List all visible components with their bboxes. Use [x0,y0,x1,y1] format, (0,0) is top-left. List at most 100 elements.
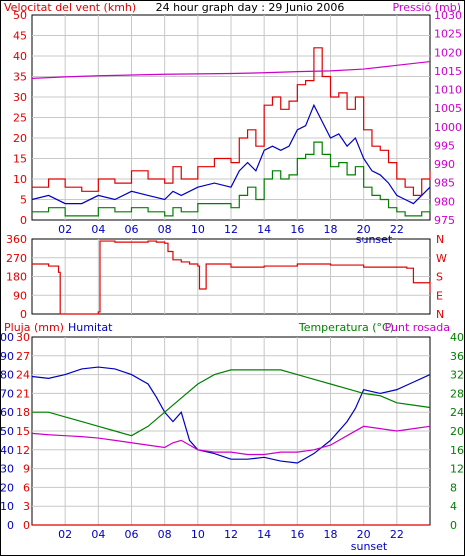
temperature-tick-label: 40 [450,331,464,344]
series-wind-gust [32,47,431,196]
hour-tick-label: 08 [158,528,172,541]
pressure-tick-label: 995 [434,139,455,152]
humidity-tick-label: 60 [0,406,14,419]
temperature-tick-label: 32 [450,369,464,382]
temperature-tick-label: 20 [450,425,464,438]
pressure-axis-label: Pressió (mb) [392,1,461,14]
humidity-tick-label: 70 [0,387,14,400]
rain-tick-label: 21 [16,387,30,400]
chart-title: 24 hour graph day : 29 Junio 2006 [156,1,345,14]
pressure-tick-label: 975 [434,214,455,227]
rain-tick-label: 24 [16,369,30,382]
series-humidity [31,366,431,464]
compass-tick-label: E [436,289,443,302]
series-wind-direction [32,240,431,315]
temperature-tick-label: 0 [450,519,457,532]
pressure-tick-label: 1005 [434,102,462,115]
humidity-tick-label: 20 [0,481,14,494]
humidity-tick-label: 30 [0,463,14,476]
wind-tick-label: 40 [13,50,27,63]
wind-tick-label: 35 [13,71,27,84]
humidity-tick-label: 50 [0,425,14,438]
hour-tick-label: 10 [191,528,205,541]
wind-tick-label: 5 [20,194,27,207]
series-wind-avg [31,103,431,205]
series-dewpoint [31,425,431,456]
rain-tick-label: 9 [23,463,30,476]
pressure-tick-label: 1020 [434,46,462,59]
series-wind-min [32,141,431,217]
compass-tick-label: S [436,271,443,284]
hour-tick-label: 04 [91,223,105,236]
temperature-tick-label: 24 [450,406,464,419]
humidity-axis-label: Humitat [68,321,113,334]
series-pressure [31,60,431,79]
rain-axis-label: Pluja (mm) [4,321,64,334]
humidity-tick-label: 10 [0,500,14,513]
pressure-tick-label: 980 [434,195,455,208]
rain-tick-label: 0 [23,519,30,532]
pressure-tick-label: 990 [434,158,455,171]
humidity-tick-label: 0 [7,519,14,532]
temperature-axis-label: Temperatura (°C) [298,321,394,334]
compass-tick-label: W [436,252,447,265]
hour-tick-label: 12 [224,528,238,541]
hour-tick-label: 22 [390,528,404,541]
rain-tick-label: 12 [16,444,30,457]
temperature-tick-label: 36 [450,350,464,363]
direction-tick-label: 90 [13,289,27,302]
wind-tick-label: 10 [13,173,27,186]
rain-tick-label: 30 [16,331,30,344]
hour-tick-label: 08 [158,223,172,236]
hour-tick-label: 20 [357,223,371,236]
rain-tick-label: 3 [23,500,30,513]
hour-tick-label: 22 [390,223,404,236]
pressure-tick-label: 1000 [434,121,462,134]
hour-tick-label: 14 [257,223,271,236]
humidity-tick-label: 40 [0,444,14,457]
series-temperature [32,369,431,437]
rain-tick-label: 18 [16,406,30,419]
pressure-tick-label: 1015 [434,65,462,78]
rain-tick-label: 15 [16,425,30,438]
direction-tick-label: 360 [6,233,27,246]
hour-tick-label: 12 [224,223,238,236]
humidity-tick-label: 90 [0,350,14,363]
dewpoint-axis-label: Punt rosada [385,321,450,334]
direction-tick-label: 270 [6,252,27,265]
hour-tick-label: 10 [191,223,205,236]
pressure-tick-label: 1010 [434,84,462,97]
temperature-tick-label: 16 [450,444,464,457]
compass-tick-label: N [436,233,444,246]
hour-tick-label: 18 [324,528,338,541]
wind-tick-label: 50 [13,9,27,22]
hour-tick-label: 16 [290,528,304,541]
pressure-tick-label: 1030 [434,9,462,22]
rain-tick-label: 27 [16,350,30,363]
hour-tick-label: 02 [58,528,72,541]
hour-tick-label: 16 [290,223,304,236]
sunset-label-bottom: sunset [351,540,388,553]
wind-tick-label: 45 [13,30,27,43]
wind-tick-label: 30 [13,91,27,104]
wind-speed-axis-label: Velocitat del vent (kmh) [4,1,136,14]
hour-tick-label: 14 [257,528,271,541]
pressure-tick-label: 1025 [434,28,462,41]
temperature-tick-label: 28 [450,387,464,400]
temperature-tick-label: 12 [450,463,464,476]
compass-tick-label: N [436,308,444,321]
hour-tick-label: 06 [125,528,139,541]
hour-tick-label: 06 [125,223,139,236]
wind-tick-label: 15 [13,153,27,166]
hour-tick-label: 20 [357,528,371,541]
hour-tick-label: 18 [324,223,338,236]
wind-tick-label: 25 [13,112,27,125]
wind-tick-label: 0 [20,214,27,227]
temperature-tick-label: 8 [450,481,457,494]
humidity-tick-label: 80 [0,369,14,382]
